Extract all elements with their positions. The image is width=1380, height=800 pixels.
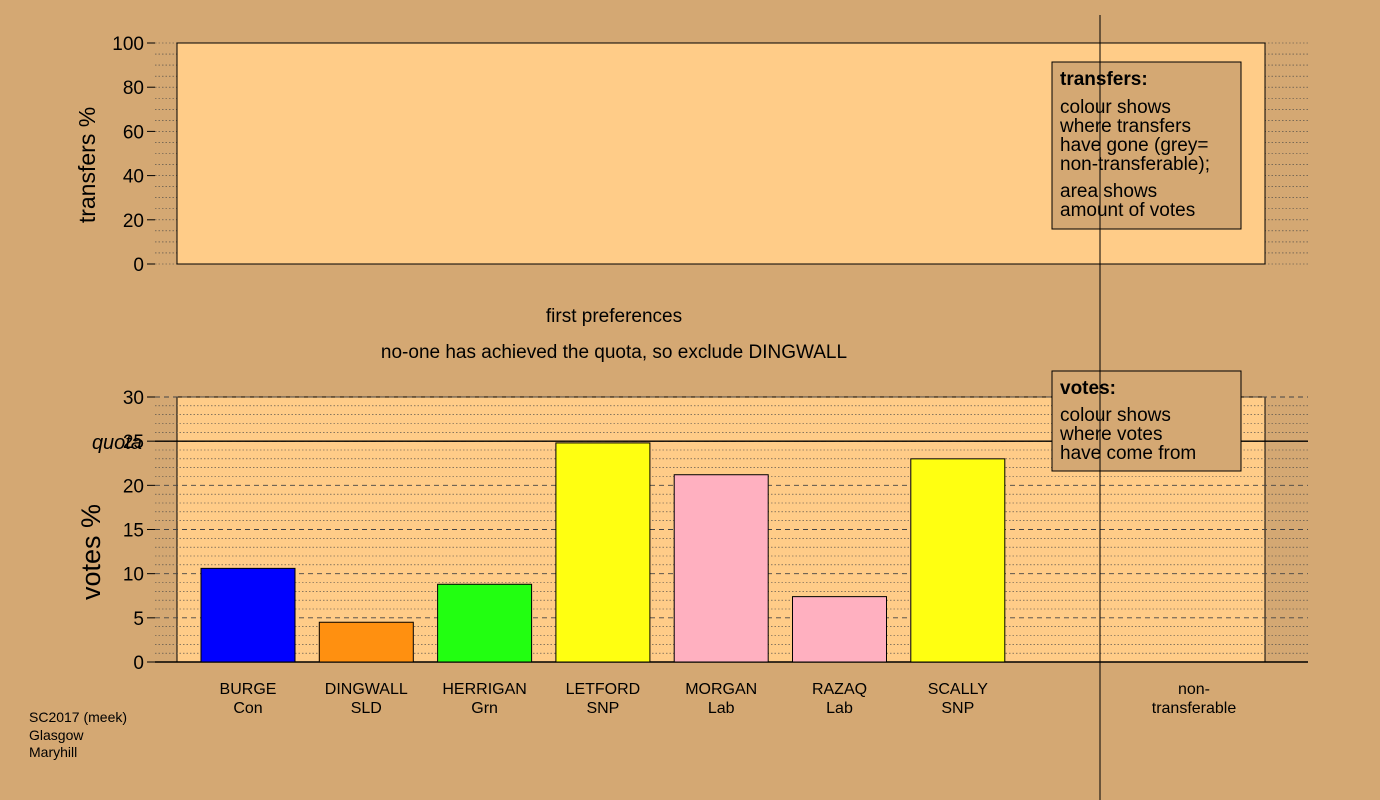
quota-label: quota bbox=[92, 432, 142, 454]
bar-letford bbox=[555, 442, 651, 663]
transfers-legend: transfers: colour shows where transfers … bbox=[1051, 61, 1242, 230]
votes-bars bbox=[200, 442, 1006, 663]
y-tick-label: 25 bbox=[123, 432, 144, 453]
y-tick-label: 0 bbox=[133, 255, 144, 276]
candidate-party: SLD bbox=[351, 700, 382, 717]
candidate-name: MORGAN bbox=[685, 681, 757, 698]
votes-legend-line: where votes bbox=[1059, 424, 1162, 445]
bar-herrigan bbox=[437, 583, 533, 663]
y-tick-label: 40 bbox=[123, 167, 144, 188]
transfers-legend-line: area shows bbox=[1060, 181, 1157, 202]
footer-line: Glasgow bbox=[29, 727, 84, 743]
transfers-legend-line: amount of votes bbox=[1060, 200, 1195, 221]
bar-morgan bbox=[673, 474, 769, 663]
candidate-name: BURGE bbox=[220, 681, 277, 698]
bar-scally bbox=[910, 458, 1006, 663]
y-tick-label: 20 bbox=[123, 211, 144, 232]
y-tick-label: 10 bbox=[123, 565, 144, 586]
candidate-labels: BURGE Con DINGWALL SLD HERRIGAN Grn LETFORD SNP… bbox=[220, 681, 989, 717]
candidate-name: DINGWALL bbox=[325, 681, 408, 698]
bar-dingwall bbox=[318, 621, 414, 663]
y-tick-label: 0 bbox=[133, 653, 144, 674]
transfers-legend-line: non-transferable); bbox=[1060, 154, 1210, 175]
candidate-party: Grn bbox=[471, 700, 498, 717]
y-tick-label: 100 bbox=[112, 34, 144, 55]
transfers-y-ticks: 0 20 40 60 80 100 bbox=[112, 34, 155, 276]
candidate-party: Lab bbox=[826, 700, 853, 717]
candidate-name: LETFORD bbox=[566, 681, 641, 698]
votes-legend-line: colour shows bbox=[1060, 405, 1171, 426]
chart-title: first preferences bbox=[546, 306, 682, 327]
footer-line: Maryhill bbox=[29, 744, 77, 760]
candidate-party: Con bbox=[233, 700, 262, 717]
votes-y-axis-label: votes % bbox=[76, 504, 106, 600]
candidate-name: HERRIGAN bbox=[442, 681, 526, 698]
nontransferable-label-line2: transferable bbox=[1152, 700, 1237, 717]
candidate-party: SNP bbox=[941, 700, 974, 717]
y-tick-label: 80 bbox=[123, 78, 144, 99]
bar-burge bbox=[200, 567, 296, 663]
chart-subtitle: no-one has achieved the quota, so exclud… bbox=[381, 342, 847, 363]
y-tick-label: 5 bbox=[133, 609, 144, 630]
transfers-legend-title: transfers: bbox=[1060, 69, 1148, 90]
transfers-legend-line: where transfers bbox=[1059, 116, 1191, 137]
y-tick-label: 60 bbox=[123, 122, 144, 143]
candidate-party: SNP bbox=[586, 700, 619, 717]
candidate-name: RAZAQ bbox=[812, 681, 867, 698]
nontransferable-label-line1: non- bbox=[1178, 681, 1210, 698]
transfers-legend-line: colour shows bbox=[1060, 97, 1171, 118]
candidate-name: SCALLY bbox=[928, 681, 989, 698]
votes-legend-line: have come from bbox=[1060, 443, 1196, 464]
footer-line: SC2017 (meek) bbox=[29, 709, 127, 725]
votes-legend-title: votes: bbox=[1060, 378, 1116, 399]
y-tick-label: 30 bbox=[123, 388, 144, 409]
y-tick-label: 15 bbox=[123, 521, 144, 542]
votes-legend: votes: colour shows where votes have com… bbox=[1051, 370, 1242, 472]
y-tick-label: 20 bbox=[123, 476, 144, 497]
bar-razaq bbox=[792, 596, 887, 663]
transfers-y-axis-label: transfers % bbox=[74, 107, 100, 223]
votes-y-ticks: 0 5 10 15 20 25 30 bbox=[123, 388, 155, 674]
transfers-legend-line: have gone (grey= bbox=[1060, 135, 1208, 156]
candidate-party: Lab bbox=[708, 700, 735, 717]
